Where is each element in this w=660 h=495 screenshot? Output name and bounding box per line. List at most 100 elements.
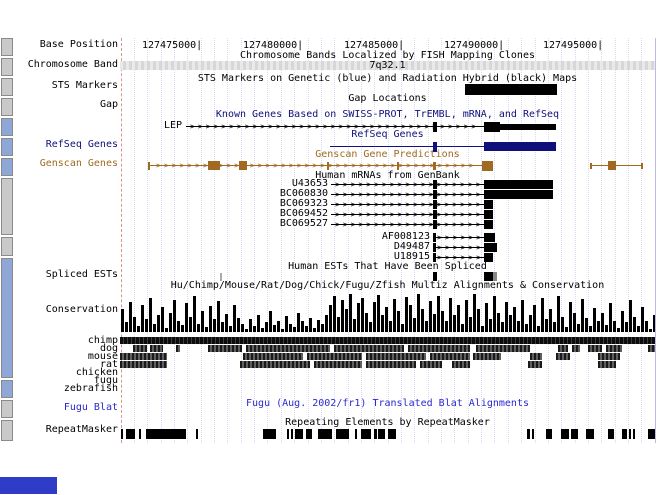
repeat-element[interactable] bbox=[306, 429, 312, 439]
alignment-dog[interactable] bbox=[476, 345, 530, 352]
spliced-est-row-exon[interactable] bbox=[493, 272, 497, 281]
alignment-rat[interactable] bbox=[452, 361, 470, 368]
repeat-element[interactable] bbox=[196, 429, 198, 439]
track-button-sts-markers[interactable] bbox=[1, 78, 13, 96]
track-button-known-genes[interactable] bbox=[1, 118, 13, 136]
repeat-element[interactable] bbox=[629, 429, 631, 439]
alignment-rat[interactable] bbox=[420, 361, 442, 368]
alignment-dog[interactable] bbox=[588, 345, 602, 352]
mrna-AF008123-exon[interactable] bbox=[433, 233, 436, 242]
mrna-U43653-exon[interactable] bbox=[484, 180, 553, 189]
refseq-gene-exon[interactable] bbox=[484, 142, 556, 151]
alignment-chimp[interactable] bbox=[120, 337, 655, 344]
track-button-gap[interactable] bbox=[1, 98, 13, 116]
genscan-gene-1-exon[interactable] bbox=[208, 161, 220, 170]
repeat-element[interactable] bbox=[586, 429, 594, 439]
genscan-gene-1-exon[interactable] bbox=[327, 162, 329, 170]
mrna-D49487-line[interactable] bbox=[433, 247, 497, 248]
known-gene-LEP-exon[interactable] bbox=[433, 122, 437, 132]
track-button-repeatmasker-2[interactable] bbox=[1, 420, 13, 441]
alignment-dog[interactable] bbox=[408, 345, 470, 352]
track-button-chromosome-band[interactable] bbox=[1, 58, 13, 76]
alignment-mouse[interactable] bbox=[530, 353, 542, 360]
known-gene-LEP-exon[interactable] bbox=[500, 124, 556, 130]
repeat-element[interactable] bbox=[126, 429, 135, 439]
conservation-histogram[interactable] bbox=[120, 292, 655, 333]
mrna-BC069527-exon[interactable] bbox=[484, 220, 493, 229]
mrna-BC069452-exon[interactable] bbox=[433, 210, 437, 219]
alignment-dog[interactable] bbox=[246, 345, 330, 352]
mrna-U43653-exon[interactable] bbox=[433, 180, 437, 189]
repeat-element[interactable] bbox=[139, 429, 141, 439]
mrna-BC069323-exon[interactable] bbox=[484, 200, 493, 209]
refseq-gene-line[interactable] bbox=[330, 146, 556, 147]
alignment-mouse[interactable] bbox=[243, 353, 303, 360]
alignment-rat[interactable] bbox=[528, 361, 542, 368]
mrna-BC069527-exon[interactable] bbox=[433, 220, 437, 229]
mrna-BC069323-line[interactable] bbox=[331, 204, 493, 205]
bottom-blue-bar[interactable] bbox=[0, 477, 57, 494]
alignment-rat[interactable] bbox=[598, 361, 616, 368]
spliced-est-row-exon[interactable] bbox=[220, 273, 222, 281]
genscan-gene-2-exon[interactable] bbox=[641, 163, 643, 169]
mrna-BC060830-exon[interactable] bbox=[484, 190, 553, 199]
repeat-element[interactable] bbox=[361, 429, 371, 439]
mrna-AF008123-line[interactable] bbox=[433, 237, 495, 238]
mrna-D49487-exon[interactable] bbox=[484, 243, 497, 252]
repeat-element[interactable] bbox=[561, 429, 569, 439]
repeat-element[interactable] bbox=[608, 429, 614, 439]
repeat-element[interactable] bbox=[571, 429, 578, 439]
alignment-mouse[interactable] bbox=[366, 353, 426, 360]
repeat-element[interactable] bbox=[291, 429, 293, 439]
mrna-BC060830-exon[interactable] bbox=[433, 190, 437, 199]
spliced-est-row-exon[interactable] bbox=[433, 272, 437, 281]
alignment-rat[interactable] bbox=[240, 361, 310, 368]
alignment-dog[interactable] bbox=[648, 345, 655, 352]
alignment-dog[interactable] bbox=[176, 345, 180, 352]
known-gene-LEP-exon[interactable] bbox=[484, 122, 500, 132]
track-button-mrnas[interactable] bbox=[1, 178, 13, 235]
repeat-element[interactable] bbox=[378, 429, 385, 439]
genscan-gene-2-exon[interactable] bbox=[590, 163, 592, 169]
alignment-rat[interactable] bbox=[366, 361, 416, 368]
repeat-element[interactable] bbox=[146, 429, 186, 439]
mrna-U18915-exon[interactable] bbox=[484, 253, 493, 262]
mrna-D49487-exon[interactable] bbox=[433, 243, 436, 252]
repeat-element[interactable] bbox=[527, 429, 530, 439]
repeat-element[interactable] bbox=[622, 429, 627, 439]
alignment-dog[interactable] bbox=[572, 345, 580, 352]
mrna-BC069452-line[interactable] bbox=[331, 214, 493, 215]
mrna-U18915-exon[interactable] bbox=[433, 253, 436, 262]
genscan-gene-2-exon[interactable] bbox=[608, 161, 616, 170]
repeat-element[interactable] bbox=[546, 429, 552, 439]
repeat-element[interactable] bbox=[336, 429, 349, 439]
mrna-U43653-line[interactable] bbox=[331, 184, 553, 185]
repeat-element[interactable] bbox=[287, 429, 289, 439]
genscan-gene-1-line[interactable] bbox=[149, 165, 490, 166]
track-button-conservation[interactable] bbox=[1, 258, 13, 378]
genscan-gene-1-exon[interactable] bbox=[239, 161, 247, 170]
known-gene-LEP-line[interactable] bbox=[186, 126, 556, 127]
mrna-BC069323-exon[interactable] bbox=[433, 200, 437, 209]
genscan-gene-2-line[interactable] bbox=[590, 165, 643, 166]
alignment-rat[interactable] bbox=[120, 361, 167, 368]
mrna-AF008123-exon[interactable] bbox=[484, 233, 495, 242]
repeat-element[interactable] bbox=[648, 429, 655, 439]
mrna-BC069527-line[interactable] bbox=[331, 224, 493, 225]
mrna-U18915-line[interactable] bbox=[433, 257, 493, 258]
repeat-element[interactable] bbox=[121, 429, 123, 439]
track-button-refseq-genes[interactable] bbox=[1, 138, 13, 156]
track-button-fugu-blat[interactable] bbox=[1, 380, 13, 398]
repeat-element[interactable] bbox=[388, 429, 396, 439]
alignment-mouse[interactable] bbox=[120, 353, 167, 360]
genscan-gene-1-exon[interactable] bbox=[148, 162, 150, 170]
spliced-est-row-exon[interactable] bbox=[484, 272, 493, 281]
repeat-element[interactable] bbox=[355, 429, 357, 439]
alignment-dog[interactable] bbox=[558, 345, 568, 352]
sts-marker-box[interactable] bbox=[465, 84, 557, 95]
track-button-repeatmasker[interactable] bbox=[1, 400, 13, 418]
genscan-gene-1-exon[interactable] bbox=[397, 162, 399, 170]
alignment-dog[interactable] bbox=[133, 345, 147, 352]
alignment-mouse[interactable] bbox=[556, 353, 570, 360]
repeat-element[interactable] bbox=[633, 429, 635, 439]
